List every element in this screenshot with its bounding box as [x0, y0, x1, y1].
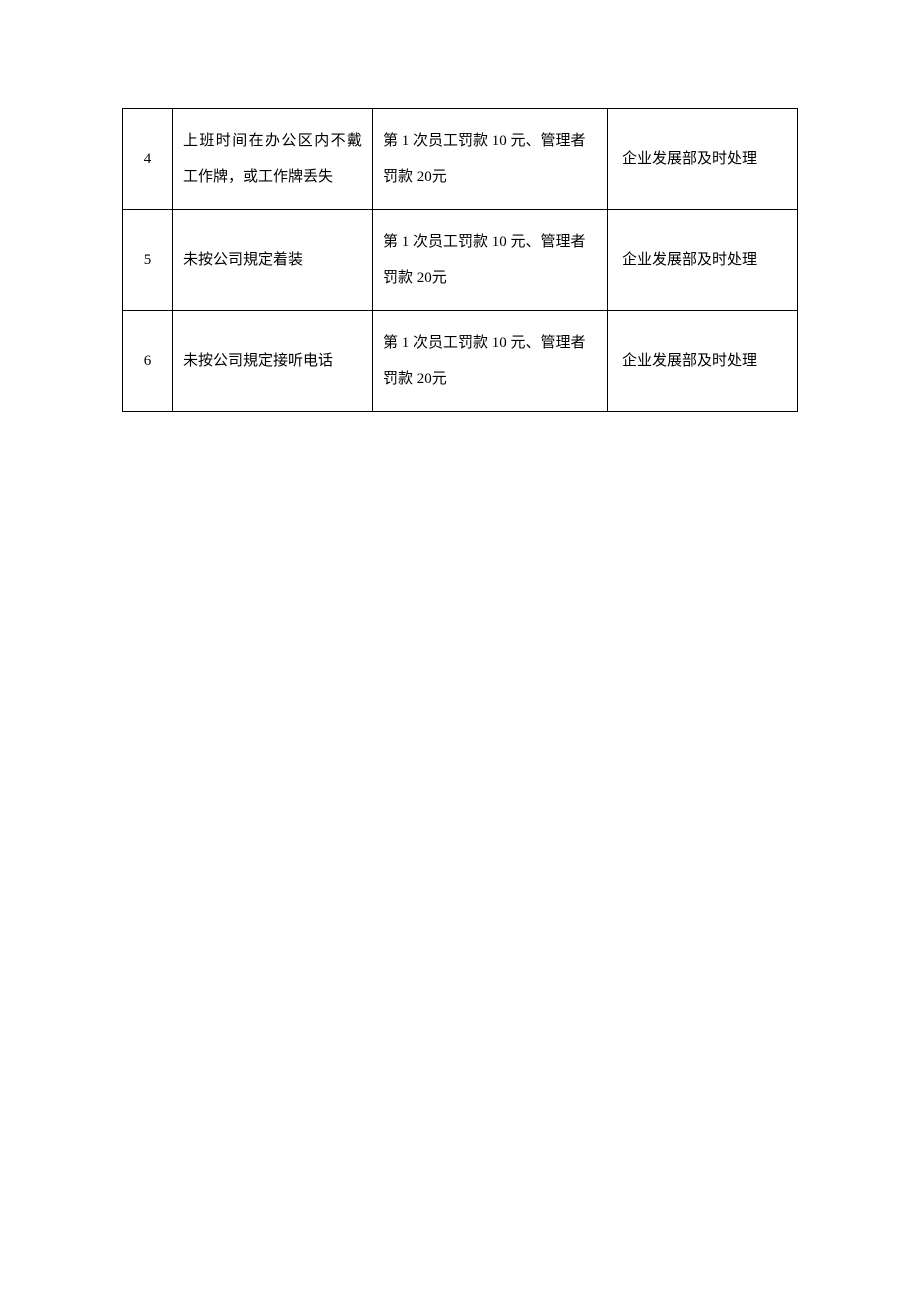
row-number: 5 — [123, 210, 173, 311]
violation-description: 未按公司規定接听电话 — [173, 311, 373, 412]
penalty-detail: 第 1 次员工罚款 10 元、管理者罚款 20元 — [373, 109, 608, 210]
table-row: 6 未按公司規定接听电话 第 1 次员工罚款 10 元、管理者罚款 20元 企业… — [123, 311, 798, 412]
penalty-detail: 第 1 次员工罚款 10 元、管理者罚款 20元 — [373, 210, 608, 311]
penalty-detail: 第 1 次员工罚款 10 元、管理者罚款 20元 — [373, 311, 608, 412]
handling-department: 企业发展部及时处理 — [608, 210, 798, 311]
handling-department: 企业发展部及时处理 — [608, 109, 798, 210]
violation-description: 未按公司規定着装 — [173, 210, 373, 311]
table-row: 4 上班时间在办公区内不戴工作牌，或工作牌丢失 第 1 次员工罚款 10 元、管… — [123, 109, 798, 210]
penalty-table: 4 上班时间在办公区内不戴工作牌，或工作牌丢失 第 1 次员工罚款 10 元、管… — [122, 108, 798, 412]
handling-department: 企业发展部及时处理 — [608, 311, 798, 412]
violation-description: 上班时间在办公区内不戴工作牌，或工作牌丢失 — [173, 109, 373, 210]
row-number: 6 — [123, 311, 173, 412]
row-number: 4 — [123, 109, 173, 210]
table-row: 5 未按公司規定着装 第 1 次员工罚款 10 元、管理者罚款 20元 企业发展… — [123, 210, 798, 311]
